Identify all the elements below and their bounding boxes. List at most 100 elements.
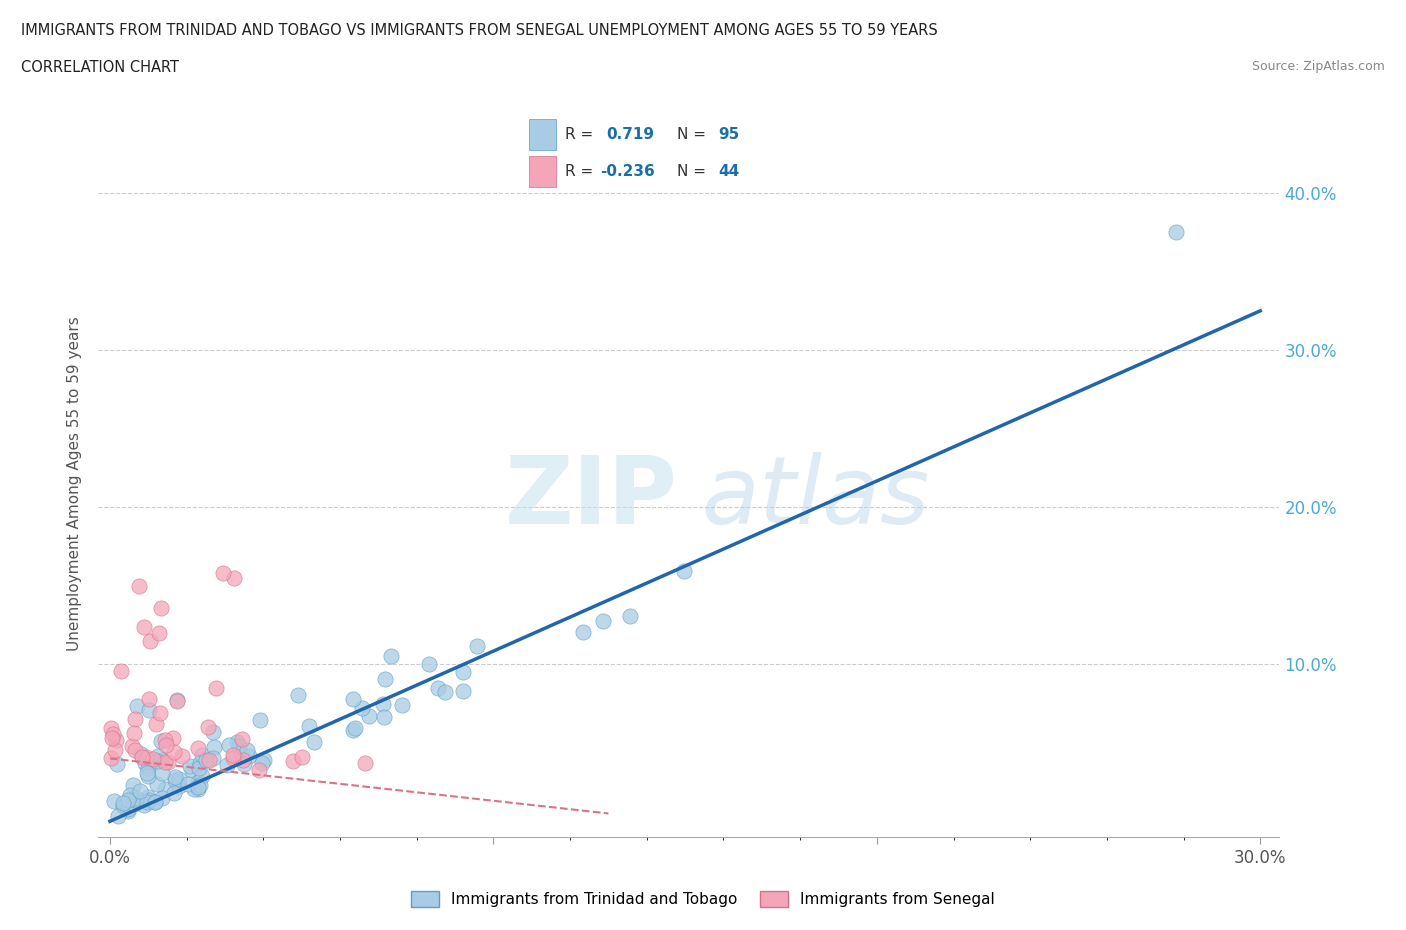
- Point: [105, 757, 128, 772]
- Point: [371, 697, 394, 711]
- Point: [117, 792, 139, 807]
- Point: [149, 601, 172, 616]
- Point: [228, 738, 250, 753]
- Point: [125, 791, 148, 806]
- Point: [110, 663, 132, 678]
- Point: [117, 804, 139, 818]
- Point: [201, 751, 224, 765]
- Point: [155, 733, 177, 748]
- Text: N =: N =: [676, 126, 710, 142]
- Point: [344, 721, 367, 736]
- Point: [135, 750, 157, 764]
- Point: [135, 795, 157, 810]
- Point: [222, 751, 245, 765]
- Point: [150, 753, 173, 768]
- Point: [112, 800, 135, 815]
- Point: [136, 766, 159, 781]
- Point: [155, 781, 177, 796]
- Point: [142, 751, 165, 766]
- Point: [165, 770, 187, 785]
- Point: [249, 712, 271, 727]
- Point: [238, 749, 260, 764]
- Point: [194, 752, 217, 767]
- Point: [350, 701, 373, 716]
- Point: [434, 685, 457, 700]
- Point: [124, 711, 146, 726]
- Point: [191, 768, 214, 783]
- Point: [125, 699, 148, 714]
- Point: [136, 769, 159, 784]
- Point: [131, 750, 153, 764]
- Point: [124, 742, 146, 757]
- Point: [165, 773, 187, 788]
- Point: [354, 755, 377, 770]
- Point: [222, 570, 245, 585]
- Point: [373, 710, 395, 724]
- Point: [202, 724, 225, 739]
- Point: [134, 755, 156, 770]
- Point: [187, 761, 209, 776]
- Point: [672, 564, 695, 578]
- Point: [222, 747, 245, 762]
- Point: [179, 759, 201, 774]
- Point: [183, 782, 205, 797]
- Point: [212, 565, 235, 580]
- Text: Source: ZipAtlas.com: Source: ZipAtlas.com: [1251, 60, 1385, 73]
- Point: [298, 719, 321, 734]
- Point: [104, 742, 127, 757]
- Point: [426, 681, 449, 696]
- Point: [138, 792, 160, 807]
- Point: [391, 698, 413, 712]
- Text: CORRELATION CHART: CORRELATION CHART: [21, 60, 179, 75]
- Point: [188, 755, 211, 770]
- Point: [145, 753, 167, 768]
- Point: [139, 755, 162, 770]
- Point: [204, 739, 226, 754]
- Point: [225, 734, 247, 749]
- Point: [153, 754, 176, 769]
- Point: [204, 681, 226, 696]
- Point: [247, 763, 270, 777]
- Text: R =: R =: [565, 164, 598, 179]
- Point: [136, 790, 159, 804]
- Point: [236, 743, 259, 758]
- Point: [187, 779, 209, 794]
- Point: [359, 709, 381, 724]
- Point: [125, 792, 148, 807]
- Point: [1164, 225, 1187, 240]
- Text: atlas: atlas: [700, 452, 929, 543]
- Point: [117, 802, 139, 817]
- Point: [132, 619, 155, 634]
- Point: [111, 795, 134, 810]
- Point: [128, 794, 150, 809]
- Bar: [529, 119, 555, 151]
- Y-axis label: Unemployment Among Ages 55 to 59 years: Unemployment Among Ages 55 to 59 years: [67, 316, 83, 651]
- Point: [283, 753, 305, 768]
- Point: [149, 734, 172, 749]
- Point: [128, 578, 150, 593]
- Point: [101, 727, 124, 742]
- Point: [100, 721, 122, 736]
- Point: [232, 752, 254, 767]
- Point: [157, 754, 180, 769]
- Point: [121, 738, 143, 753]
- Point: [162, 730, 184, 745]
- Point: [134, 798, 156, 813]
- Point: [129, 747, 152, 762]
- Point: [250, 756, 273, 771]
- Point: [139, 633, 162, 648]
- Point: [136, 761, 159, 776]
- Text: 95: 95: [718, 126, 740, 142]
- Point: [166, 694, 188, 709]
- Point: [380, 648, 402, 663]
- Point: [138, 702, 160, 717]
- Point: [592, 613, 614, 628]
- Point: [107, 809, 129, 824]
- Text: ZIP: ZIP: [505, 452, 678, 544]
- Text: -0.236: -0.236: [600, 164, 655, 179]
- Point: [181, 763, 204, 777]
- Point: [572, 624, 595, 639]
- Point: [172, 749, 194, 764]
- Point: [218, 737, 240, 752]
- Point: [467, 639, 489, 654]
